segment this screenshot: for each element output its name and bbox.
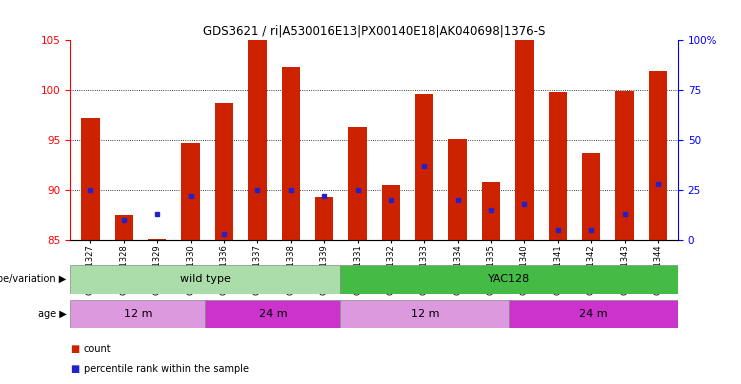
Bar (582, 153, 600, 240)
Bar (616, 91, 634, 240)
Bar (509, 300, 678, 328)
Bar (515, 28, 534, 240)
Bar (649, 71, 667, 240)
Text: 12 m: 12 m (124, 309, 152, 319)
Bar (315, 197, 333, 240)
Title: GDS3621 / ri|A530016E13|PX00140E18|AK040698|1376-S: GDS3621 / ri|A530016E13|PX00140E18|AK040… (203, 25, 545, 38)
Text: YAC128: YAC128 (488, 274, 531, 285)
Text: count: count (84, 344, 111, 354)
Bar (282, 67, 300, 240)
Text: 24 m: 24 m (259, 309, 288, 319)
Bar (448, 139, 467, 240)
Text: ■: ■ (70, 344, 79, 354)
Bar (70, 300, 205, 328)
Bar (248, 0, 267, 240)
Bar (548, 92, 567, 240)
Bar (215, 103, 233, 240)
Bar (82, 118, 99, 240)
Bar (148, 239, 167, 240)
Bar (205, 300, 340, 328)
Bar (70, 265, 340, 294)
Text: ■: ■ (70, 364, 79, 374)
Bar (415, 94, 433, 240)
Bar (340, 265, 678, 294)
Text: 12 m: 12 m (411, 309, 439, 319)
Bar (348, 127, 367, 240)
Bar (182, 143, 200, 240)
Bar (482, 182, 500, 240)
Text: wild type: wild type (180, 274, 231, 285)
Bar (382, 185, 400, 240)
Text: 24 m: 24 m (579, 309, 608, 319)
Bar (115, 215, 133, 240)
Bar (340, 300, 509, 328)
Text: percentile rank within the sample: percentile rank within the sample (84, 364, 249, 374)
Text: genotype/variation ▶: genotype/variation ▶ (0, 274, 67, 285)
Text: age ▶: age ▶ (38, 309, 67, 319)
